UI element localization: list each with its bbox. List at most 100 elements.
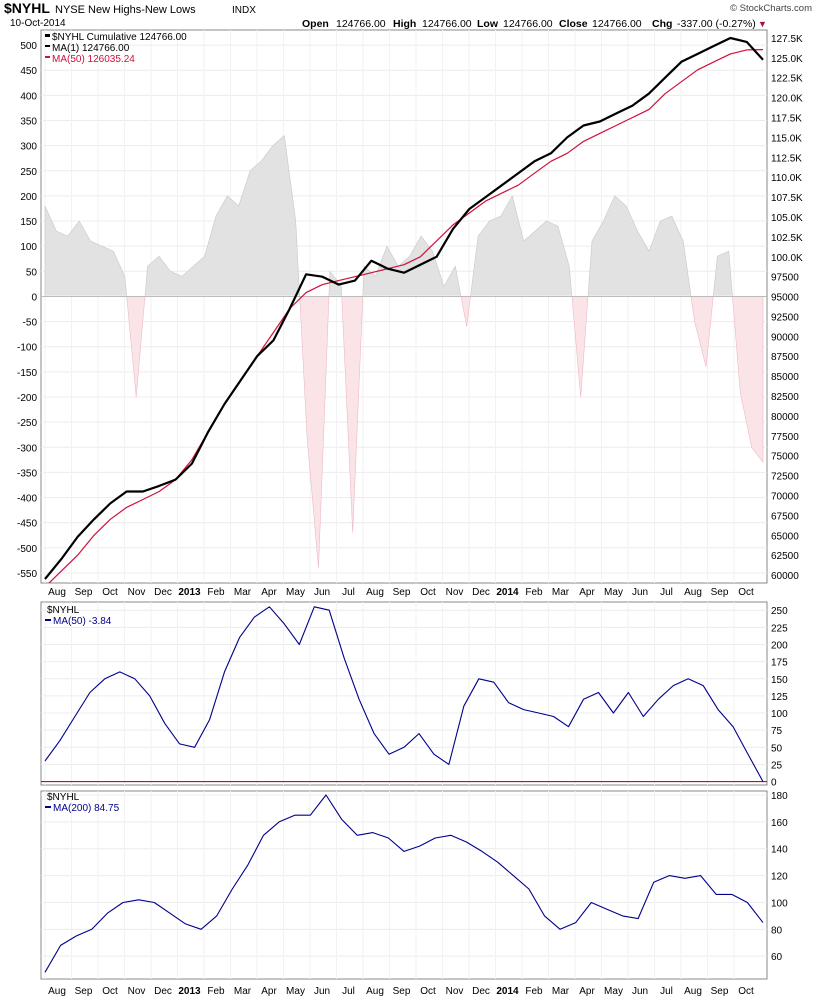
x-axis-label-top: Jul	[342, 587, 355, 598]
ma50-axis-tick: 125	[771, 692, 788, 703]
high-label: High	[393, 18, 416, 30]
x-axis-label-top: 2013	[178, 587, 201, 598]
ma200-panel	[40, 790, 768, 980]
ma50-line	[48, 49, 764, 583]
x-axis-label-top: Aug	[366, 587, 384, 598]
left-axis-tick: -300	[17, 443, 37, 454]
right-axis-tick: 82500	[771, 392, 799, 403]
x-axis-label-bottom: Aug	[366, 986, 384, 997]
x-axis-label-top: 2014	[496, 587, 519, 598]
right-axis-tick: 122.5K	[771, 74, 803, 85]
x-axis-label-top: Jul	[660, 587, 673, 598]
x-axis-label-bottom: 2014	[496, 986, 519, 997]
ma50-axis-tick: 225	[771, 623, 788, 634]
chg-value: -337.00 (-0.27%)	[677, 18, 756, 30]
left-axis-tick: 500	[20, 41, 37, 52]
x-axis-label-bottom: Oct	[420, 986, 436, 997]
ma200-axis-tick: 100	[771, 898, 788, 909]
ma200-panel-label: MA(200) 84.75	[53, 803, 120, 814]
close-label: Close	[559, 18, 588, 30]
legend-swatch-cumulative	[45, 34, 50, 37]
x-axis-label-top: Aug	[48, 587, 66, 598]
ma200-panel-title: $NYHL	[47, 792, 80, 803]
right-axis-tick: 95000	[771, 293, 799, 304]
ma200-legend: $NYHL MA(200) 84.75	[45, 792, 120, 814]
brand-label: © StockCharts.com	[730, 3, 812, 14]
x-axis-label-bottom: Aug	[48, 986, 66, 997]
right-axis-tick: 77500	[771, 432, 799, 443]
left-axis-tick: 50	[26, 267, 38, 278]
right-axis-tick: 60000	[771, 571, 799, 582]
exchange-label: INDX	[232, 5, 256, 16]
right-axis-tick: 112.5K	[771, 153, 802, 164]
x-axis-label-bottom: Jul	[342, 986, 355, 997]
right-axis-tick: 65000	[771, 531, 799, 542]
x-axis-label-top: Apr	[261, 587, 277, 598]
x-axis-label-top: Mar	[552, 587, 570, 598]
date-label: 10-Oct-2014	[10, 18, 66, 29]
x-axis-label-top: Apr	[579, 587, 595, 598]
open-label: Open	[302, 18, 329, 30]
right-axis-tick: 117.5K	[771, 114, 802, 125]
legend-swatch-p2	[45, 619, 51, 621]
x-axis-label-top: Feb	[525, 587, 543, 598]
ma50-axis-tick: 0	[771, 778, 777, 789]
low-label: Low	[477, 18, 499, 30]
ohlc-summary: Open 124766.00 High 124766.00 Low 124766…	[302, 18, 767, 30]
right-axis-tick: 125.0K	[771, 54, 803, 65]
daily-area-positive	[44, 135, 733, 295]
left-axis-tick: 100	[20, 242, 37, 253]
ma200-panel-line	[44, 794, 764, 973]
ma200-axis-tick: 160	[771, 818, 788, 829]
symbol-label: $NYHL	[4, 0, 50, 16]
ma50-axis-tick: 100	[771, 709, 788, 720]
x-axis-label-top: Sep	[75, 587, 93, 598]
x-axis-label-top: Nov	[128, 587, 146, 598]
chg-down-arrow-icon: ▼	[758, 19, 767, 29]
right-axis-tick: 107.5K	[771, 193, 803, 204]
left-axis-tick: -500	[17, 544, 37, 555]
x-axis-label-bottom: Aug	[684, 986, 702, 997]
ma50-panel-title: $NYHL	[47, 605, 80, 616]
chg-label: Chg	[652, 18, 672, 30]
right-axis-tick: 70000	[771, 491, 799, 502]
ma200-axis-tick: 180	[771, 791, 788, 802]
left-axis-tick: 0	[31, 292, 37, 303]
x-axis-label-bottom: Sep	[711, 986, 729, 997]
left-axis-tick: 400	[20, 91, 37, 102]
x-axis-label-bottom: Sep	[393, 986, 411, 997]
x-axis-label-bottom: Nov	[128, 986, 146, 997]
left-axis-tick: -200	[17, 393, 37, 404]
x-axis-label-top: Oct	[102, 587, 118, 598]
left-axis-tick: 250	[20, 167, 37, 178]
right-axis-tick: 80000	[771, 412, 799, 423]
ma50-axis-tick: 50	[771, 743, 783, 754]
right-axis-tick: 90000	[771, 332, 799, 343]
ma50-axis-tick: 150	[771, 675, 788, 686]
close-value: 124766.00	[592, 18, 642, 30]
ma50-axis-tick: 175	[771, 658, 788, 669]
x-axis-label-bottom: Sep	[75, 986, 93, 997]
ma200-axis-tick: 140	[771, 845, 788, 856]
x-axis-label-top: Oct	[738, 587, 754, 598]
left-axis-tick: -400	[17, 494, 37, 505]
main-panel	[40, 29, 768, 584]
right-axis-tick: 97500	[771, 273, 799, 284]
x-axis-label-top: Aug	[684, 587, 702, 598]
index-name: NYSE New Highs-New Lows	[55, 4, 196, 16]
right-axis-tick: 115.0K	[771, 133, 802, 144]
right-axis-tick: 127.5K	[771, 34, 803, 45]
cumulative-line	[44, 36, 764, 580]
left-axis-tick: 150	[20, 217, 37, 228]
right-axis-tick: 105.0K	[771, 213, 803, 224]
ma50-axis-tick: 250	[771, 606, 788, 617]
left-axis-tick: 300	[20, 142, 37, 153]
low-value: 124766.00	[503, 18, 553, 30]
ma200-axis-tick: 60	[771, 952, 783, 963]
left-axis-tick: 200	[20, 192, 37, 203]
ma50-axis-tick: 200	[771, 640, 788, 651]
x-axis-label-bottom: May	[286, 986, 305, 997]
left-axis-tick: -450	[17, 519, 37, 530]
right-axis-tick: 67500	[771, 511, 799, 522]
